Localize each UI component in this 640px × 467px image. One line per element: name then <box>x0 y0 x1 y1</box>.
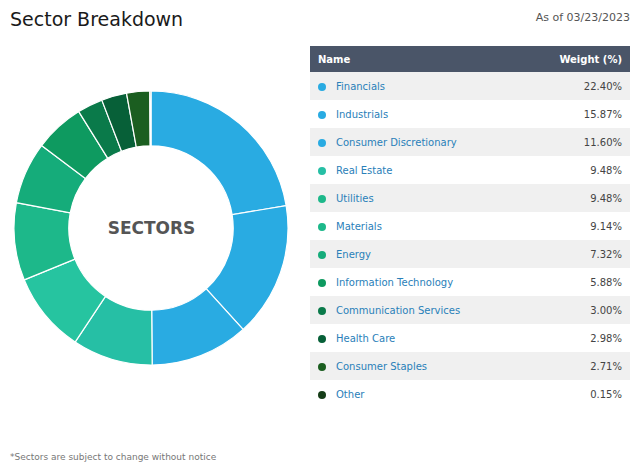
html-text:*Sectors are subject to change: *Sectors are subject to change without n… <box>10 452 217 462</box>
html-text:Real Estate: Real Estate <box>336 164 393 176</box>
html-text:Communication Services: Communication Services <box>336 304 461 316</box>
html-text:Consumer Discretionary: Consumer Discretionary <box>336 136 457 148</box>
html-text:Industrials: Industrials <box>336 108 389 120</box>
html-text:2.98%: 2.98% <box>590 332 622 344</box>
html-text:Weight (%): Weight (%) <box>559 53 622 65</box>
html-text:15.87%: 15.87% <box>583 108 622 120</box>
html-text:Energy: Energy <box>336 248 371 260</box>
html-text:Health Care: Health Care <box>336 332 396 344</box>
html-text:Sector Breakdown: Sector Breakdown <box>10 8 184 30</box>
html-text:5.88%: 5.88% <box>590 276 622 288</box>
html-text:Name: Name <box>318 53 351 65</box>
html-text:9.48%: 9.48% <box>590 192 622 204</box>
html-text:22.40%: 22.40% <box>583 80 622 92</box>
html-text:Information Technology: Information Technology <box>336 276 454 288</box>
html-text:Other: Other <box>336 388 365 400</box>
html-text:Materials: Materials <box>336 220 382 232</box>
svg-text:SECTORS: SECTORS <box>108 218 196 238</box>
html-text:9.48%: 9.48% <box>590 164 622 176</box>
html-text:As of 03/23/2023: As of 03/23/2023 <box>535 11 630 24</box>
html-text:2.71%: 2.71% <box>590 360 622 372</box>
html-text:7.32%: 7.32% <box>590 248 622 260</box>
html-text:Utilities: Utilities <box>336 192 374 204</box>
html-text:0.15%: 0.15% <box>590 388 622 400</box>
html-text:11.60%: 11.60% <box>583 136 622 148</box>
html-text:Financials: Financials <box>336 80 385 92</box>
html-text:3.00%: 3.00% <box>590 304 622 316</box>
html-text:9.14%: 9.14% <box>590 220 622 232</box>
html-text:Consumer Staples: Consumer Staples <box>336 360 428 372</box>
